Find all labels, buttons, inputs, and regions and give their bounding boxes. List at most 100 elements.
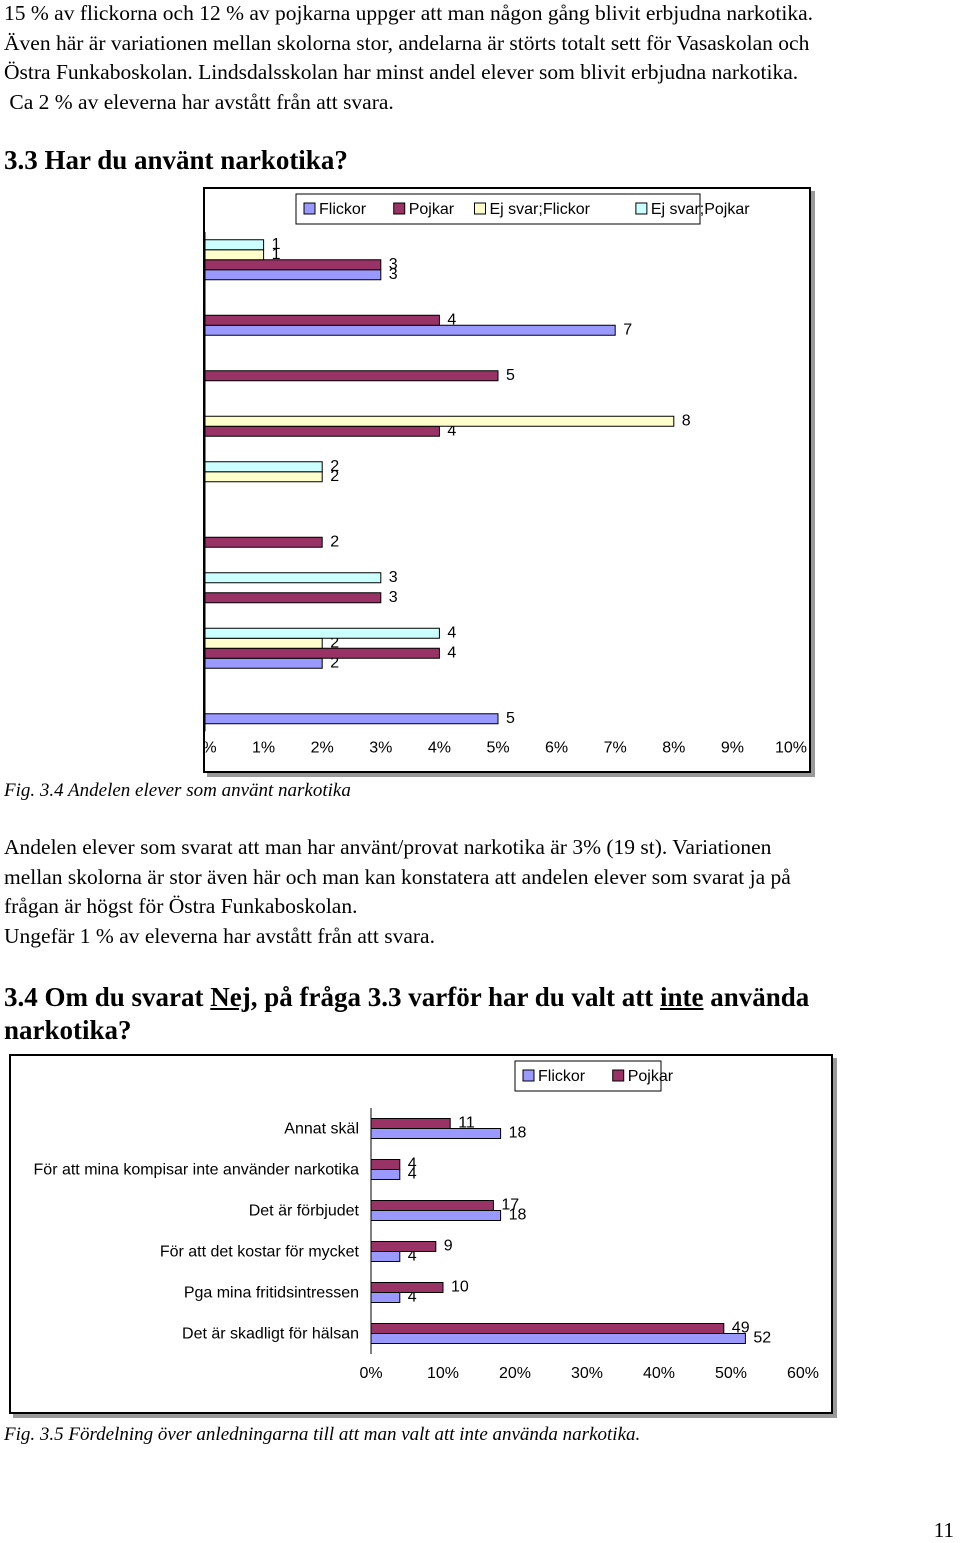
data-label: 11	[458, 1115, 475, 1132]
bar	[205, 572, 382, 584]
x-tick-label: 1%	[252, 740, 275, 757]
data-label: 4	[408, 1156, 417, 1173]
data-label: 4	[447, 644, 456, 661]
bar	[370, 1169, 401, 1180]
x-tick-label: 7%	[604, 740, 627, 757]
bar	[370, 1282, 444, 1293]
x-tick-label: 10%	[775, 740, 807, 757]
x-tick-label: 3%	[369, 740, 392, 757]
data-label: 9	[444, 1238, 453, 1255]
bar	[370, 1118, 451, 1129]
data-label: 1	[272, 236, 281, 253]
intro-paragraph: 15 % av flickorna och 12 % av pojkarna u…	[4, 0, 954, 117]
data-label: 2	[330, 468, 339, 485]
bar	[205, 415, 675, 427]
data-label: 3	[389, 569, 398, 586]
x-tick-label: 4%	[428, 740, 451, 757]
x-tick-label: 60%	[787, 1365, 819, 1382]
bar	[205, 471, 323, 483]
x-tick-label: 2%	[311, 740, 334, 757]
text-line: Ca 2 % av eleverna har avstått från att …	[4, 89, 394, 114]
bar	[370, 1159, 401, 1170]
bar	[205, 425, 440, 437]
bar	[205, 314, 440, 326]
x-tick-label: 8%	[662, 740, 685, 757]
heading-part: 3.4 Om du svarat	[4, 982, 211, 1012]
legend-box	[295, 193, 701, 225]
x-tick-label: 40%	[643, 1365, 675, 1382]
bar	[205, 249, 265, 261]
data-label: 5	[506, 710, 515, 727]
x-tick-label: 10%	[427, 1365, 459, 1382]
data-label: 4	[447, 624, 456, 641]
data-label: 1	[272, 246, 281, 263]
chart-1-svg: Flickor Pojkar Ej svar;Flickor Ej svar;Pojk…	[205, 193, 807, 757]
heading-part: , på fråga 3.3 varför har du valt att	[250, 982, 660, 1012]
legend-label: Flickor	[538, 1068, 586, 1085]
category-label: Det är skadligt för hälsan	[182, 1326, 359, 1343]
bar	[205, 536, 323, 548]
section-heading-3-4: 3.4 Om du svarat Nej, på fråga 3.3 varfö…	[4, 981, 954, 1047]
bar	[205, 637, 323, 649]
bar	[205, 647, 440, 659]
data-label: 4	[408, 1166, 417, 1183]
legend-swatch	[612, 1069, 625, 1082]
heading-part: narkotika?	[4, 1015, 132, 1045]
bar	[370, 1210, 502, 1221]
x-tick-label: 6%	[545, 740, 568, 757]
data-label: 18	[509, 1207, 527, 1224]
figure-caption-3-5: Fig. 3.5 Fördelning över anledningarna t…	[4, 1424, 641, 1445]
x-tick-label: 0%	[205, 740, 217, 757]
bar	[370, 1292, 401, 1303]
legend-box	[514, 1060, 662, 1092]
text-line: Ungefär 1 % av eleverna har avstått från…	[4, 923, 435, 948]
bar	[370, 1333, 746, 1344]
figure-caption-3-4: Fig. 3.4 Andelen elever som använt narko…	[4, 780, 351, 801]
bar	[370, 1128, 502, 1139]
bar	[370, 1241, 437, 1252]
data-label: 10	[451, 1279, 469, 1296]
paragraph-3-4: Andelen elever som svarat att man har an…	[4, 833, 954, 951]
data-label: 17	[501, 1197, 519, 1214]
bar	[205, 324, 616, 336]
bar	[205, 657, 323, 669]
text-line: 15 % av flickorna och 12 % av pojkarna u…	[4, 1, 813, 25]
bar	[205, 713, 499, 725]
legend-label: Ej svar;Pojkar	[651, 201, 750, 218]
bar	[205, 592, 382, 604]
data-label: 49	[732, 1320, 750, 1337]
bar	[205, 269, 382, 281]
chart-2-svg: Flickor Pojkar Annat skäl 18 11 För att mina …	[34, 1060, 819, 1382]
data-label: 3	[389, 256, 398, 273]
data-label: 52	[753, 1330, 771, 1347]
chart-fig-3-4: Flickor Pojkar Ej svar;Flickor Ej svar;Pojk…	[203, 187, 811, 773]
x-tick-label: 0%	[359, 1365, 382, 1382]
data-label: 4	[447, 311, 456, 328]
heading-part-nej: Nej	[210, 982, 251, 1012]
data-label: 3	[389, 266, 398, 283]
data-label: 2	[330, 533, 339, 550]
data-label: 2	[330, 654, 339, 671]
chart-fig-3-5: Flickor Pojkar Annat skäl 18 11 För att mina …	[9, 1054, 833, 1414]
x-tick-label: 50%	[715, 1365, 747, 1382]
legend-swatch	[635, 202, 648, 215]
data-label: 18	[509, 1125, 527, 1142]
bar	[205, 239, 265, 251]
bar	[205, 461, 323, 473]
legend-label: Ej svar;Flickor	[489, 201, 590, 218]
bar	[370, 1200, 494, 1211]
text-line: mellan skolorna är stor även här och man…	[4, 864, 791, 889]
x-tick-label: 20%	[499, 1365, 531, 1382]
data-label: 4	[447, 422, 456, 439]
legend-swatch	[303, 202, 316, 215]
heading-part-inte: inte	[659, 982, 704, 1012]
data-label: 5	[506, 367, 515, 384]
bar	[205, 259, 382, 271]
data-label: 3	[389, 589, 398, 606]
data-label: 7	[623, 321, 632, 338]
x-tick-label: 5%	[486, 740, 509, 757]
text-line: frågan är högst för Östra Funkaboskolan.	[4, 894, 358, 918]
category-label: För att mina kompisar inte använder nark…	[34, 1162, 360, 1179]
category-label: Annat skäl	[284, 1121, 359, 1138]
category-label: För att det kostar för mycket	[160, 1244, 360, 1261]
